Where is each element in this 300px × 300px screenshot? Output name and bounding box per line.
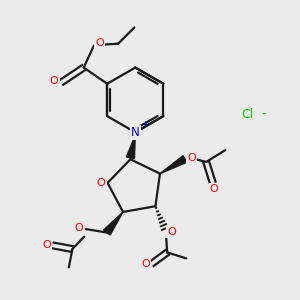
Text: O: O bbox=[141, 259, 150, 269]
Text: +: + bbox=[141, 120, 148, 129]
Text: O: O bbox=[50, 76, 58, 86]
Text: O: O bbox=[167, 227, 176, 237]
Polygon shape bbox=[103, 212, 123, 235]
Text: O: O bbox=[210, 184, 218, 194]
Text: O: O bbox=[187, 153, 196, 164]
Text: N: N bbox=[131, 126, 140, 139]
Polygon shape bbox=[160, 156, 187, 174]
Text: O: O bbox=[42, 240, 51, 250]
Text: O: O bbox=[95, 38, 104, 48]
Polygon shape bbox=[126, 135, 135, 159]
Text: -: - bbox=[261, 108, 266, 122]
Text: Cl: Cl bbox=[241, 108, 253, 121]
Text: O: O bbox=[97, 178, 106, 188]
Text: O: O bbox=[75, 223, 83, 233]
